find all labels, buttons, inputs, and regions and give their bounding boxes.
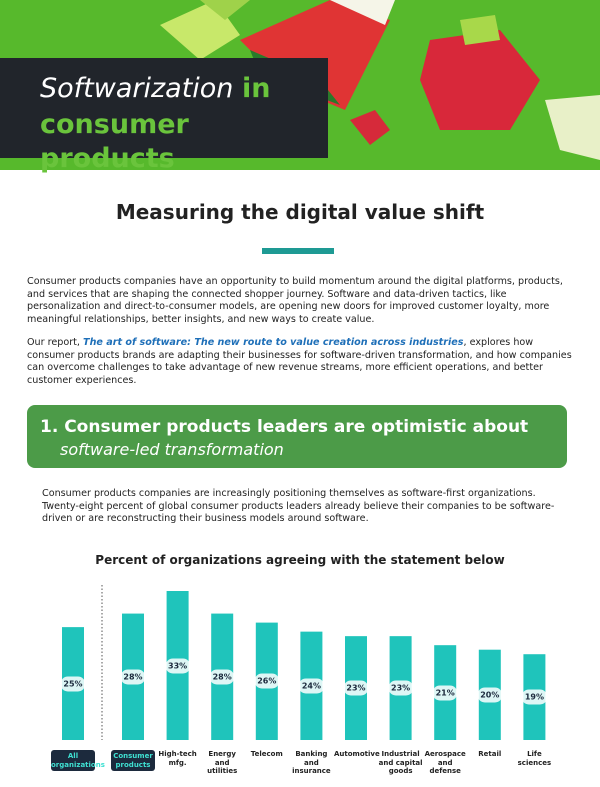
finding-text: Consumer products companies are increasi…	[42, 488, 555, 525]
category-label: Aerospace and defense	[424, 750, 466, 775]
title-italic: Softwarization	[40, 73, 234, 104]
finding-title: 1. Consumer products leaders are optimis…	[40, 417, 529, 437]
title-connector: in	[242, 73, 271, 104]
value-label: 28%	[209, 669, 235, 685]
value-label: 19%	[521, 689, 547, 705]
value-label: 33%	[165, 658, 191, 673]
value-label: 20%	[477, 687, 503, 703]
value-label: 26%	[254, 673, 280, 689]
category-label: Energy and utilities	[207, 750, 238, 775]
value-label: 24%	[298, 678, 324, 694]
title-line2: consumer products	[40, 109, 189, 174]
heading-rule	[262, 248, 334, 254]
value-label: 23%	[343, 680, 369, 696]
category-label: Life sciences	[517, 750, 552, 767]
chart-labels: 25% All organizations 28% Consumer products…	[0, 570, 600, 787]
category-label: Banking and insurance	[292, 750, 331, 775]
report-paragraph: Our report, The art of software: The new…	[27, 337, 575, 387]
value-label: 23%	[388, 680, 414, 696]
finding-subtitle: software-led transformation	[60, 440, 284, 459]
category-label: Retail	[478, 750, 502, 758]
value-label: 21%	[432, 685, 458, 701]
report-lead: Our report,	[27, 337, 80, 348]
category-label: Industrial and capital goods	[378, 750, 423, 775]
category-label: High-tech mfg.	[158, 750, 197, 767]
category-label: Automotive	[334, 750, 380, 758]
title-line1: Softwarization in	[40, 72, 271, 106]
value-label: 25%	[60, 676, 86, 692]
title-box: Softwarization in consumer products	[0, 58, 328, 174]
report-text: , explores how consumer products brands …	[27, 337, 572, 386]
report-link[interactable]: The art of software: The new route to va…	[83, 337, 464, 348]
category-label: Consumer products	[111, 750, 155, 771]
section-heading: Measuring the digital value shift	[115, 200, 485, 224]
category-label: All organizations	[51, 750, 105, 771]
category-label: Telecom	[250, 750, 283, 758]
value-label: 28%	[120, 669, 146, 685]
finding-banner: 1. Consumer products leaders are optimis…	[27, 405, 567, 468]
intro: Consumer products companies have an oppo…	[27, 276, 563, 325]
chart-title: Percent of organizations agreeing with t…	[95, 553, 505, 567]
